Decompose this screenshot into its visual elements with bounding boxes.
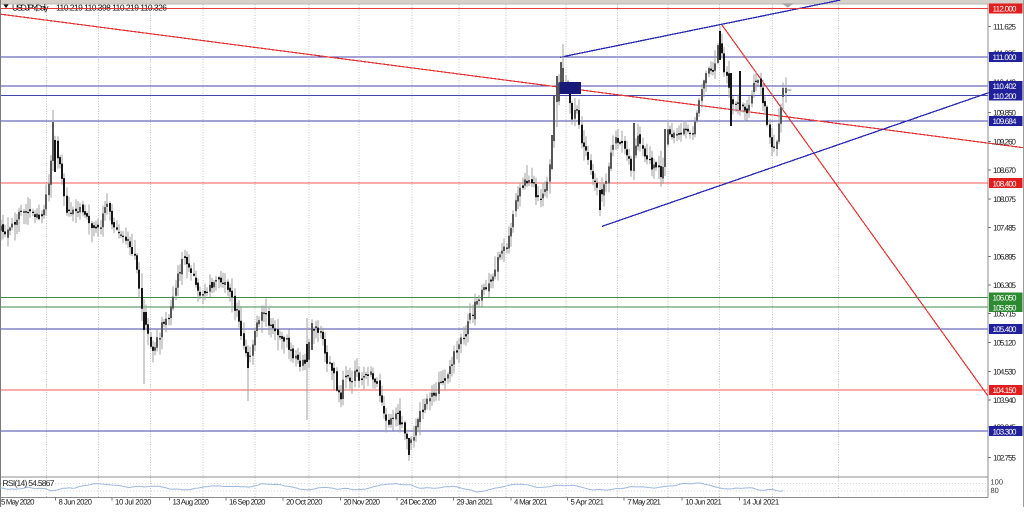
svg-text:110.402: 110.402 bbox=[993, 82, 1018, 91]
svg-text:108.400: 108.400 bbox=[993, 179, 1018, 188]
svg-text:102.755: 102.755 bbox=[993, 454, 1017, 463]
svg-text:80: 80 bbox=[991, 486, 999, 495]
svg-text:16 Sep 2020: 16 Sep 2020 bbox=[229, 497, 266, 506]
svg-text:108.670: 108.670 bbox=[993, 166, 1017, 175]
svg-text:100: 100 bbox=[991, 478, 1004, 487]
svg-text:10 Jul 2020: 10 Jul 2020 bbox=[115, 497, 152, 506]
svg-text:108.075: 108.075 bbox=[993, 195, 1017, 204]
svg-text:109.260: 109.260 bbox=[993, 137, 1017, 146]
svg-text:111.000: 111.000 bbox=[993, 53, 1018, 62]
svg-text:USDJPY,Daily: USDJPY,Daily bbox=[12, 2, 49, 12]
svg-text:105.850: 105.850 bbox=[993, 303, 1018, 312]
svg-text:105.400: 105.400 bbox=[993, 325, 1018, 334]
svg-text:112.000: 112.000 bbox=[993, 5, 1018, 14]
svg-text:106.050: 106.050 bbox=[993, 294, 1018, 303]
svg-text:109.850: 109.850 bbox=[993, 109, 1017, 118]
svg-text:106.895: 106.895 bbox=[993, 252, 1017, 261]
svg-text:5 May 2020: 5 May 2020 bbox=[1, 497, 35, 506]
svg-text:20 Nov 2020: 20 Nov 2020 bbox=[344, 497, 381, 506]
svg-text:109.684: 109.684 bbox=[993, 117, 1018, 126]
svg-text:107.485: 107.485 bbox=[993, 224, 1017, 233]
svg-text:20 Oct 2020: 20 Oct 2020 bbox=[286, 497, 323, 506]
svg-text:110.200: 110.200 bbox=[993, 92, 1018, 101]
svg-text:10 Jun 2021: 10 Jun 2021 bbox=[685, 497, 722, 506]
svg-text:104.150: 104.150 bbox=[993, 386, 1018, 395]
svg-text:29 Jan 2021: 29 Jan 2021 bbox=[457, 497, 494, 506]
svg-text:105.715: 105.715 bbox=[993, 310, 1017, 319]
svg-text:7 May 2021: 7 May 2021 bbox=[627, 497, 661, 506]
svg-text:RSI(14) 54.5867: RSI(14) 54.5867 bbox=[3, 478, 55, 488]
svg-text:110.219 110.398 110.219 110.32: 110.219 110.398 110.219 110.326 bbox=[56, 2, 167, 12]
svg-text:106.305: 106.305 bbox=[993, 281, 1017, 290]
svg-text:103.300: 103.300 bbox=[993, 427, 1018, 436]
svg-text:105.120: 105.120 bbox=[993, 339, 1017, 348]
svg-text:5 Apr 2021: 5 Apr 2021 bbox=[571, 497, 605, 506]
svg-text:24 Dec 2020: 24 Dec 2020 bbox=[400, 497, 437, 506]
svg-text:14 Jul 2021: 14 Jul 2021 bbox=[743, 497, 780, 506]
svg-text:111.625: 111.625 bbox=[993, 23, 1017, 32]
svg-text:103.940: 103.940 bbox=[993, 396, 1017, 405]
svg-text:13 Aug 2020: 13 Aug 2020 bbox=[173, 497, 210, 506]
svg-text:8 Jun 2020: 8 Jun 2020 bbox=[59, 497, 93, 506]
svg-text:104.530: 104.530 bbox=[993, 367, 1017, 376]
svg-text:4 Mar 2021: 4 Mar 2021 bbox=[514, 497, 548, 506]
